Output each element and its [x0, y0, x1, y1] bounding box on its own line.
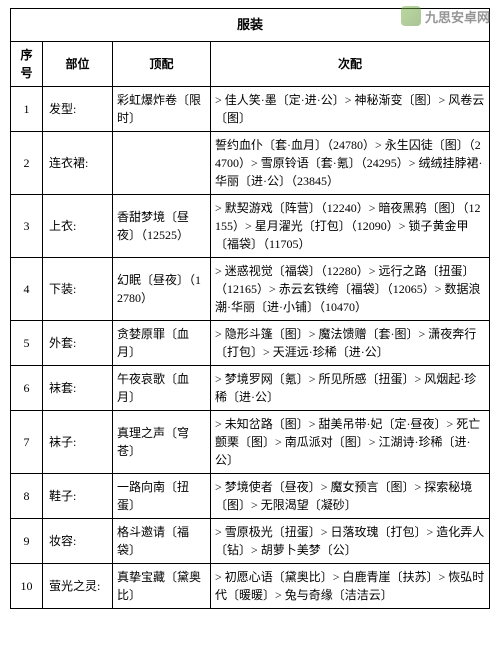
- header-part: 部位: [43, 41, 113, 86]
- table-row: 5外套:贪婪原罪〔血月〕> 隐形斗篷〔图〕> 魔法馈赠〔套·图〕> 潇夜奔行〔打…: [11, 320, 490, 365]
- header-idx: 序号: [11, 41, 43, 86]
- cell-sub: > 隐形斗篷〔图〕> 魔法馈赠〔套·图〕> 潇夜奔行〔打包〕> 天涯远·珍稀〔进…: [211, 320, 490, 365]
- cell-top: 彩虹爆炸卷〔限时〕: [113, 86, 211, 131]
- cell-idx: 6: [11, 365, 43, 410]
- clothing-table: 服装 序号 部位 顶配 次配 1发型:彩虹爆炸卷〔限时〕> 佳人笑·墨〔定·进·…: [10, 8, 490, 609]
- header-top: 顶配: [113, 41, 211, 86]
- cell-top: 真理之声〔穹苍〕: [113, 410, 211, 473]
- cell-idx: 4: [11, 257, 43, 320]
- cell-top: 格斗邀请〔福袋〕: [113, 518, 211, 563]
- cell-top: 贪婪原罪〔血月〕: [113, 320, 211, 365]
- cell-part: 袜套:: [43, 365, 113, 410]
- table-row: 7袜子:真理之声〔穹苍〕> 未知岔路〔图〕> 甜美吊带·妃〔定·昼夜〕> 死亡颤…: [11, 410, 490, 473]
- cell-idx: 1: [11, 86, 43, 131]
- cell-idx: 3: [11, 194, 43, 257]
- cell-part: 发型:: [43, 86, 113, 131]
- table-row: 9妆容:格斗邀请〔福袋〕> 雪原极光〔扭蛋〕> 日落玫瑰〔打包〕> 造化弄人〔钻…: [11, 518, 490, 563]
- cell-part: 袜子:: [43, 410, 113, 473]
- cell-sub: > 默契游戏〔阵营〕（12240）> 暗夜黑鸦〔图〕（12155）> 星月濯光〔…: [211, 194, 490, 257]
- cell-top: [113, 131, 211, 194]
- watermark-text: 九思安卓网: [425, 7, 490, 26]
- cell-sub: > 未知岔路〔图〕> 甜美吊带·妃〔定·昼夜〕> 死亡颤栗〔图〕> 南瓜派对〔图…: [211, 410, 490, 473]
- cell-sub: 誓约血仆〔套·血月〕（24780）> 永生囚徒〔图〕（24700）> 雪原铃语〔…: [211, 131, 490, 194]
- cell-part: 妆容:: [43, 518, 113, 563]
- cell-part: 下装:: [43, 257, 113, 320]
- table-row: 3上衣:香甜梦境〔昼夜〕（12525）> 默契游戏〔阵营〕（12240）> 暗夜…: [11, 194, 490, 257]
- cell-top: 午夜哀歌〔血月〕: [113, 365, 211, 410]
- table-row: 1发型:彩虹爆炸卷〔限时〕> 佳人笑·墨〔定·进·公〕> 神秘渐变〔图〕> 风卷…: [11, 86, 490, 131]
- cell-idx: 2: [11, 131, 43, 194]
- cell-part: 萤光之灵:: [43, 563, 113, 608]
- header-row: 序号 部位 顶配 次配: [11, 41, 490, 86]
- cell-idx: 9: [11, 518, 43, 563]
- cell-idx: 5: [11, 320, 43, 365]
- cell-sub: > 梦境使者〔昼夜〕> 魔女预言〔图〕> 探索秘境〔图〕> 无限渴望〔凝砂〕: [211, 473, 490, 518]
- cell-top: 一路向南〔扭蛋〕: [113, 473, 211, 518]
- cell-sub: > 初愿心语〔黛奥比〕> 白鹿青崖〔扶苏〕> 恢弘时代〔暖暖〕> 兔与奇缘〔洁洁…: [211, 563, 490, 608]
- watermark-icon: [401, 6, 421, 26]
- table-row: 10萤光之灵:真挚宝藏〔黛奥比〕> 初愿心语〔黛奥比〕> 白鹿青崖〔扶苏〕> 恢…: [11, 563, 490, 608]
- cell-top: 真挚宝藏〔黛奥比〕: [113, 563, 211, 608]
- cell-idx: 8: [11, 473, 43, 518]
- cell-part: 外套:: [43, 320, 113, 365]
- cell-part: 鞋子:: [43, 473, 113, 518]
- table-container: 服装 序号 部位 顶配 次配 1发型:彩虹爆炸卷〔限时〕> 佳人笑·墨〔定·进·…: [0, 0, 500, 617]
- cell-top: 香甜梦境〔昼夜〕（12525）: [113, 194, 211, 257]
- cell-sub: > 迷惑视觉〔福袋〕（12280）> 远行之路〔扭蛋〕（12165）> 赤云玄铁…: [211, 257, 490, 320]
- header-sub: 次配: [211, 41, 490, 86]
- table-row: 8鞋子:一路向南〔扭蛋〕> 梦境使者〔昼夜〕> 魔女预言〔图〕> 探索秘境〔图〕…: [11, 473, 490, 518]
- cell-part: 上衣:: [43, 194, 113, 257]
- watermark: 九思安卓网: [401, 6, 490, 26]
- cell-sub: > 佳人笑·墨〔定·进·公〕> 神秘渐变〔图〕> 风卷云〔图〕: [211, 86, 490, 131]
- cell-idx: 10: [11, 563, 43, 608]
- cell-part: 连衣裙:: [43, 131, 113, 194]
- cell-idx: 7: [11, 410, 43, 473]
- table-row: 6袜套:午夜哀歌〔血月〕> 梦境罗网〔氪〕> 所见所感〔扭蛋〕> 风烟起·珍稀〔…: [11, 365, 490, 410]
- table-row: 4下装:幻眠〔昼夜〕（12780）> 迷惑视觉〔福袋〕（12280）> 远行之路…: [11, 257, 490, 320]
- cell-sub: > 梦境罗网〔氪〕> 所见所感〔扭蛋〕> 风烟起·珍稀〔进·公〕: [211, 365, 490, 410]
- table-row: 2连衣裙: 誓约血仆〔套·血月〕（24780）> 永生囚徒〔图〕（24700）> …: [11, 131, 490, 194]
- cell-top: 幻眠〔昼夜〕（12780）: [113, 257, 211, 320]
- cell-sub: > 雪原极光〔扭蛋〕> 日落玫瑰〔打包〕> 造化弄人〔钻〕> 胡萝卜美梦〔公〕: [211, 518, 490, 563]
